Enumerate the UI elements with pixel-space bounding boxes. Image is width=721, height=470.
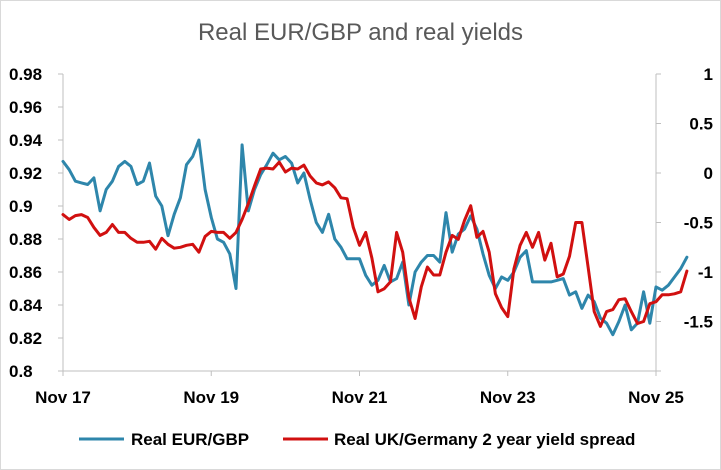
right-axis-tick-label: 1 xyxy=(704,65,713,84)
right-axis-tick-label: -1 xyxy=(698,263,713,282)
right-axis-tick-label: -1.5 xyxy=(684,313,713,332)
left-axis-tick-label: 0.88 xyxy=(9,230,42,249)
left-axis-tick-label: 0.82 xyxy=(9,329,42,348)
left-axis-tick-label: 0.9 xyxy=(9,197,33,216)
series-line-real-uk-germany-yield-spread xyxy=(61,160,689,328)
left-axis-tick-label: 0.92 xyxy=(9,164,42,183)
left-axis-tick-label: 0.98 xyxy=(9,65,42,84)
x-axis-tick-label: Nov 25 xyxy=(628,388,684,407)
x-axis-tick-label: Nov 21 xyxy=(332,388,388,407)
right-axis-tick-label: 0.5 xyxy=(689,115,713,134)
legend-label-real-uk-germany-yield-spread: Real UK/Germany 2 year yield spread xyxy=(334,430,635,449)
left-axis-tick-label: 0.86 xyxy=(9,263,42,282)
left-axis-tick-label: 0.94 xyxy=(9,131,43,150)
x-axis-tick-label: Nov 23 xyxy=(480,388,536,407)
left-axis-tick-label: 0.96 xyxy=(9,98,42,117)
x-axis-tick-label: Nov 19 xyxy=(183,388,239,407)
legend-label-real-eur-gbp: Real EUR/GBP xyxy=(131,430,249,449)
chart-title: Real EUR/GBP and real yields xyxy=(197,19,524,46)
right-axis-tick-label: 0 xyxy=(704,164,713,183)
left-axis-tick-label: 0.8 xyxy=(9,362,33,381)
left-axis-tick-label: 0.84 xyxy=(9,296,43,315)
right-axis-tick-label: -0.5 xyxy=(684,214,713,233)
x-axis-tick-label: Nov 17 xyxy=(35,388,91,407)
